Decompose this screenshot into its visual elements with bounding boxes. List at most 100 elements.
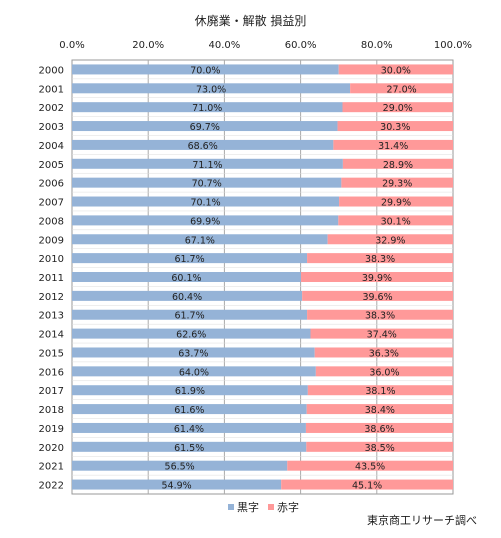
x-tick-label: 20.0% [132,40,164,51]
bar-black [72,196,340,207]
legend-swatch [228,504,234,510]
bar-red [281,479,453,490]
bar-black [72,441,307,452]
data-label: 37.4% [367,330,397,341]
bar-red [310,328,453,339]
data-label: 27.0% [386,84,416,95]
bar-red [306,404,453,415]
bar-red [300,272,453,282]
y-tick-label: 2003 [39,122,64,133]
data-label: 38.6% [364,424,394,435]
data-label: 29.3% [382,179,412,190]
bar-black [72,158,343,169]
data-label: 30.3% [380,122,410,133]
data-label: 63.7% [178,348,208,359]
x-tick-label: 60.0% [285,40,317,51]
bar-black [72,177,342,188]
data-label: 69.9% [190,216,220,227]
y-tick-label: 2009 [39,235,64,246]
bar-black [72,215,339,226]
data-label: 30.0% [381,65,411,76]
y-tick-label: 2011 [39,273,64,284]
bar-black [72,422,306,433]
source-note: 東京商工リサーチ調べ [367,514,477,527]
y-tick-label: 2018 [39,405,64,416]
data-label: 30.1% [381,216,411,227]
bar-black [72,479,282,490]
data-label: 67.1% [185,235,215,246]
data-label: 56.5% [165,462,195,473]
data-label: 60.4% [172,292,202,303]
data-label: 60.1% [171,273,201,284]
data-label: 39.6% [362,292,392,303]
data-label: 61.6% [174,405,204,416]
bar-red [314,347,453,358]
legend-label: 黒字 [237,500,259,514]
legend-swatch [268,504,274,510]
data-label: 43.5% [355,462,385,473]
bar-red [307,385,453,396]
data-label: 70.0% [190,65,220,76]
bar-black [72,460,288,471]
bar-red [333,139,453,150]
data-label: 70.1% [190,198,220,209]
x-tick-label: 80.0% [361,40,393,51]
bar-red [302,290,453,301]
data-label: 62.6% [176,330,206,341]
bar-black [72,121,338,132]
y-tick-label: 2013 [39,311,64,322]
bar-red [305,422,453,433]
data-label: 71.1% [192,160,222,171]
y-tick-label: 2007 [39,198,64,209]
bar-black [72,253,308,264]
data-label: 61.9% [175,386,205,397]
data-label: 71.0% [192,103,222,114]
bar-black [72,290,303,301]
bar-black [72,385,308,396]
data-label: 38.3% [365,311,395,322]
bar-black [72,347,315,358]
y-tick-label: 2008 [39,216,64,227]
data-label: 68.6% [188,141,218,152]
bar-red [342,158,453,169]
data-label: 70.7% [192,179,222,190]
bar-red [350,83,453,94]
x-tick-label: 40.0% [209,40,241,51]
bar-black [72,83,351,94]
data-label: 38.4% [365,405,395,416]
y-tick-label: 2021 [39,462,64,473]
bar-red [338,215,453,226]
y-tick-label: 2000 [39,65,64,76]
data-label: 36.0% [369,367,399,378]
bar-black [72,328,311,339]
y-tick-label: 2016 [39,367,64,378]
bar-red [307,253,453,264]
y-tick-label: 2004 [39,141,64,152]
bar-red [327,234,453,245]
data-label: 69.7% [190,122,220,133]
data-label: 73.0% [196,84,226,95]
data-label: 32.9% [375,235,405,246]
y-tick-label: 2010 [39,254,64,265]
bar-black [72,404,307,415]
y-tick-label: 2015 [39,348,64,359]
data-label: 64.0% [179,367,209,378]
y-tick-label: 2002 [39,103,64,114]
data-label: 61.5% [174,443,204,454]
bar-red [315,366,453,377]
y-tick-label: 2005 [39,160,64,171]
y-tick-label: 2012 [39,292,64,303]
bar-black [72,272,301,282]
bar-red [306,441,453,452]
data-label: 45.1% [352,481,382,492]
y-tick-label: 2017 [39,386,64,397]
bar-black [72,64,339,75]
data-label: 38.5% [365,443,395,454]
bar-red [307,309,453,320]
data-label: 61.4% [174,424,204,435]
y-tick-label: 2006 [39,179,64,190]
bar-red [339,196,453,207]
y-tick-label: 2020 [39,443,64,454]
